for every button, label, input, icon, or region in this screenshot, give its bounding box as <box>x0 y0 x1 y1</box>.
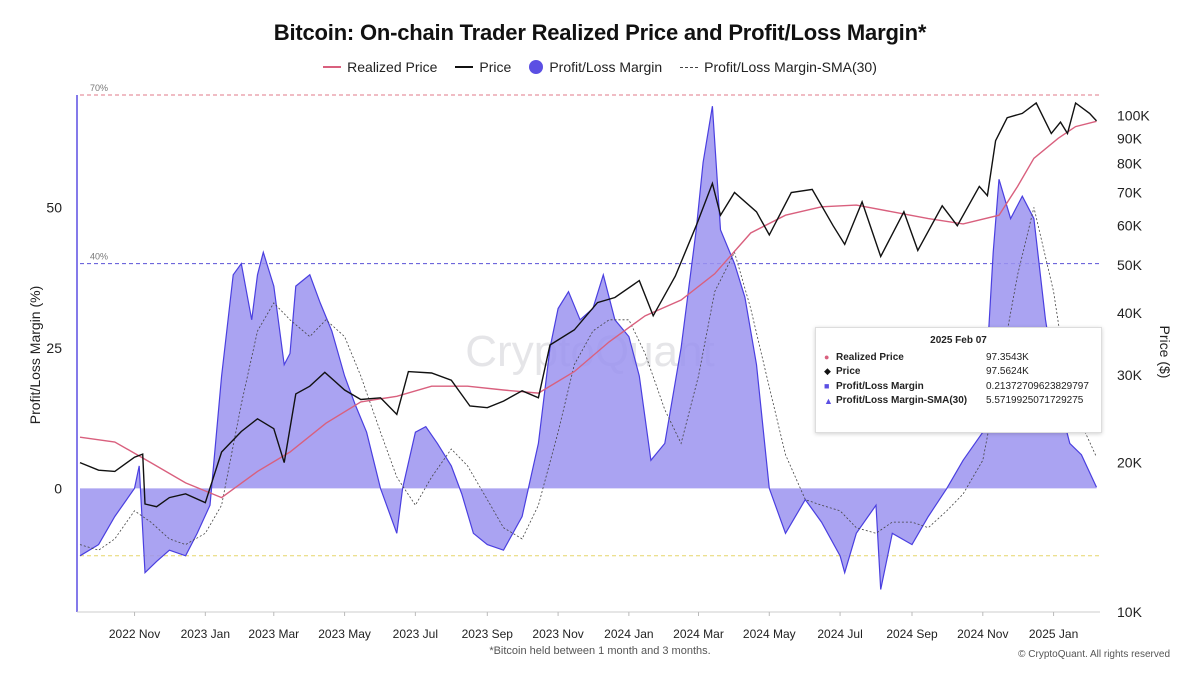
chart-legend: Realized Price Price Profit/Loss Margin … <box>0 59 1200 75</box>
x-tick-label: 2024 Jul <box>817 627 862 641</box>
y-right-axis-title: Price ($) <box>1157 326 1173 379</box>
tooltip-value: 0.21372709623829797 <box>986 380 1089 392</box>
legend-label-price: Price <box>479 59 512 75</box>
y-right-tick-label: 20K <box>1117 455 1143 471</box>
tooltip-name: Profit/Loss Margin-SMA(30) <box>836 395 968 407</box>
x-tick-label: 2024 Mar <box>673 627 724 641</box>
x-tick-label: 2023 Sep <box>462 627 514 641</box>
y-right-tick-label: 50K <box>1117 257 1143 273</box>
tooltip-name: Price <box>836 366 861 378</box>
x-tick-label: 2024 Nov <box>957 627 1008 641</box>
tooltip-date: 2025 Feb 07 <box>930 335 987 346</box>
y-right-tick-label: 10K <box>1117 604 1143 620</box>
tooltip-name: Realized Price <box>836 351 904 363</box>
y-right-tick-label: 70K <box>1117 184 1143 200</box>
y-right-tick-label: 60K <box>1117 218 1143 234</box>
legend-label-margin-sma: Profit/Loss Margin-SMA(30) <box>704 59 877 75</box>
tooltip-value: 97.5624K <box>986 366 1029 378</box>
x-tick-label: 2024 May <box>743 627 796 641</box>
x-tick-label: 2023 May <box>318 627 371 641</box>
y-left-tick-label: 50 <box>46 199 62 215</box>
legend-item-realized-price[interactable]: Realized Price <box>323 59 437 75</box>
legend-item-margin-sma[interactable]: Profit/Loss Margin-SMA(30) <box>680 59 877 75</box>
tooltip-marker-triangle-icon: ▲ <box>824 395 833 406</box>
tooltip-row-margin: ■ Profit/Loss Margin 0.21372709623829797 <box>816 379 1101 394</box>
chart-title: Bitcoin: On-chain Trader Realized Price … <box>273 20 927 45</box>
x-tick-label: 2024 Jan <box>604 627 653 641</box>
tooltip-row-margin-sma: ▲ Profit/Loss Margin-SMA(30) 5.571992507… <box>816 394 1101 409</box>
y-right-tick-label: 40K <box>1117 305 1143 321</box>
legend-swatch-realized-price <box>323 66 342 68</box>
copyright: © CryptoQuant. All rights reserved <box>1018 649 1170 660</box>
y-right-tick-label: 100K <box>1117 108 1150 124</box>
tooltip-row-price: ◆ Price 97.5624K <box>816 365 1101 380</box>
y-right-tick-label: 30K <box>1117 367 1143 383</box>
series-line-profit-loss-margin <box>79 106 1098 590</box>
x-tick-label: 2023 Nov <box>532 627 583 641</box>
x-tick-label: 2024 Sep <box>886 627 938 641</box>
legend-swatch-margin <box>529 60 544 74</box>
y-right-tick-label: 80K <box>1117 156 1143 172</box>
legend-label-margin: Profit/Loss Margin <box>549 59 663 75</box>
legend-item-price[interactable]: Price <box>455 59 511 75</box>
legend-item-margin[interactable]: Profit/Loss Margin <box>529 59 662 75</box>
series-line-price <box>79 101 1098 508</box>
tooltip-name: Profit/Loss Margin <box>836 380 924 392</box>
tooltip-value: 97.3543K <box>986 351 1029 363</box>
series-line-realized-price <box>79 120 1097 499</box>
legend-swatch-price <box>455 66 474 68</box>
legend-label-realized-price: Realized Price <box>347 59 438 75</box>
x-tick-label: 2023 Mar <box>248 627 299 641</box>
y-right-tick-label: 90K <box>1117 130 1143 146</box>
y-left-tick-label: 25 <box>46 340 62 356</box>
tooltip-value: 5.5719925071729275 <box>986 395 1084 407</box>
y-left-axis-title: Profit/Loss Margin (%) <box>27 286 43 424</box>
tooltip-marker-square-icon: ■ <box>824 381 830 392</box>
reference-line-label: 70% <box>90 83 108 93</box>
x-tick-label: 2025 Jan <box>1029 627 1078 641</box>
x-tick-label: 2023 Jul <box>393 627 438 641</box>
hover-tooltip: 2025 Feb 07 ● Realized Price 97.3543K ◆ … <box>815 327 1102 433</box>
x-tick-label: 2023 Jan <box>181 627 230 641</box>
y-left-tick-label: 0 <box>54 480 62 496</box>
legend-swatch-margin-sma <box>680 66 699 68</box>
series-area-profit-loss-margin <box>80 106 1097 590</box>
x-tick-label: 2022 Nov <box>109 627 160 641</box>
tooltip-marker-diamond-icon: ◆ <box>824 366 831 377</box>
tooltip-row-realized-price: ● Realized Price 97.3543K <box>816 350 1101 365</box>
reference-line-label: 40% <box>90 252 108 262</box>
tooltip-marker-dot-icon: ● <box>824 352 830 363</box>
footnote: *Bitcoin held between 1 month and 3 mont… <box>489 645 711 657</box>
